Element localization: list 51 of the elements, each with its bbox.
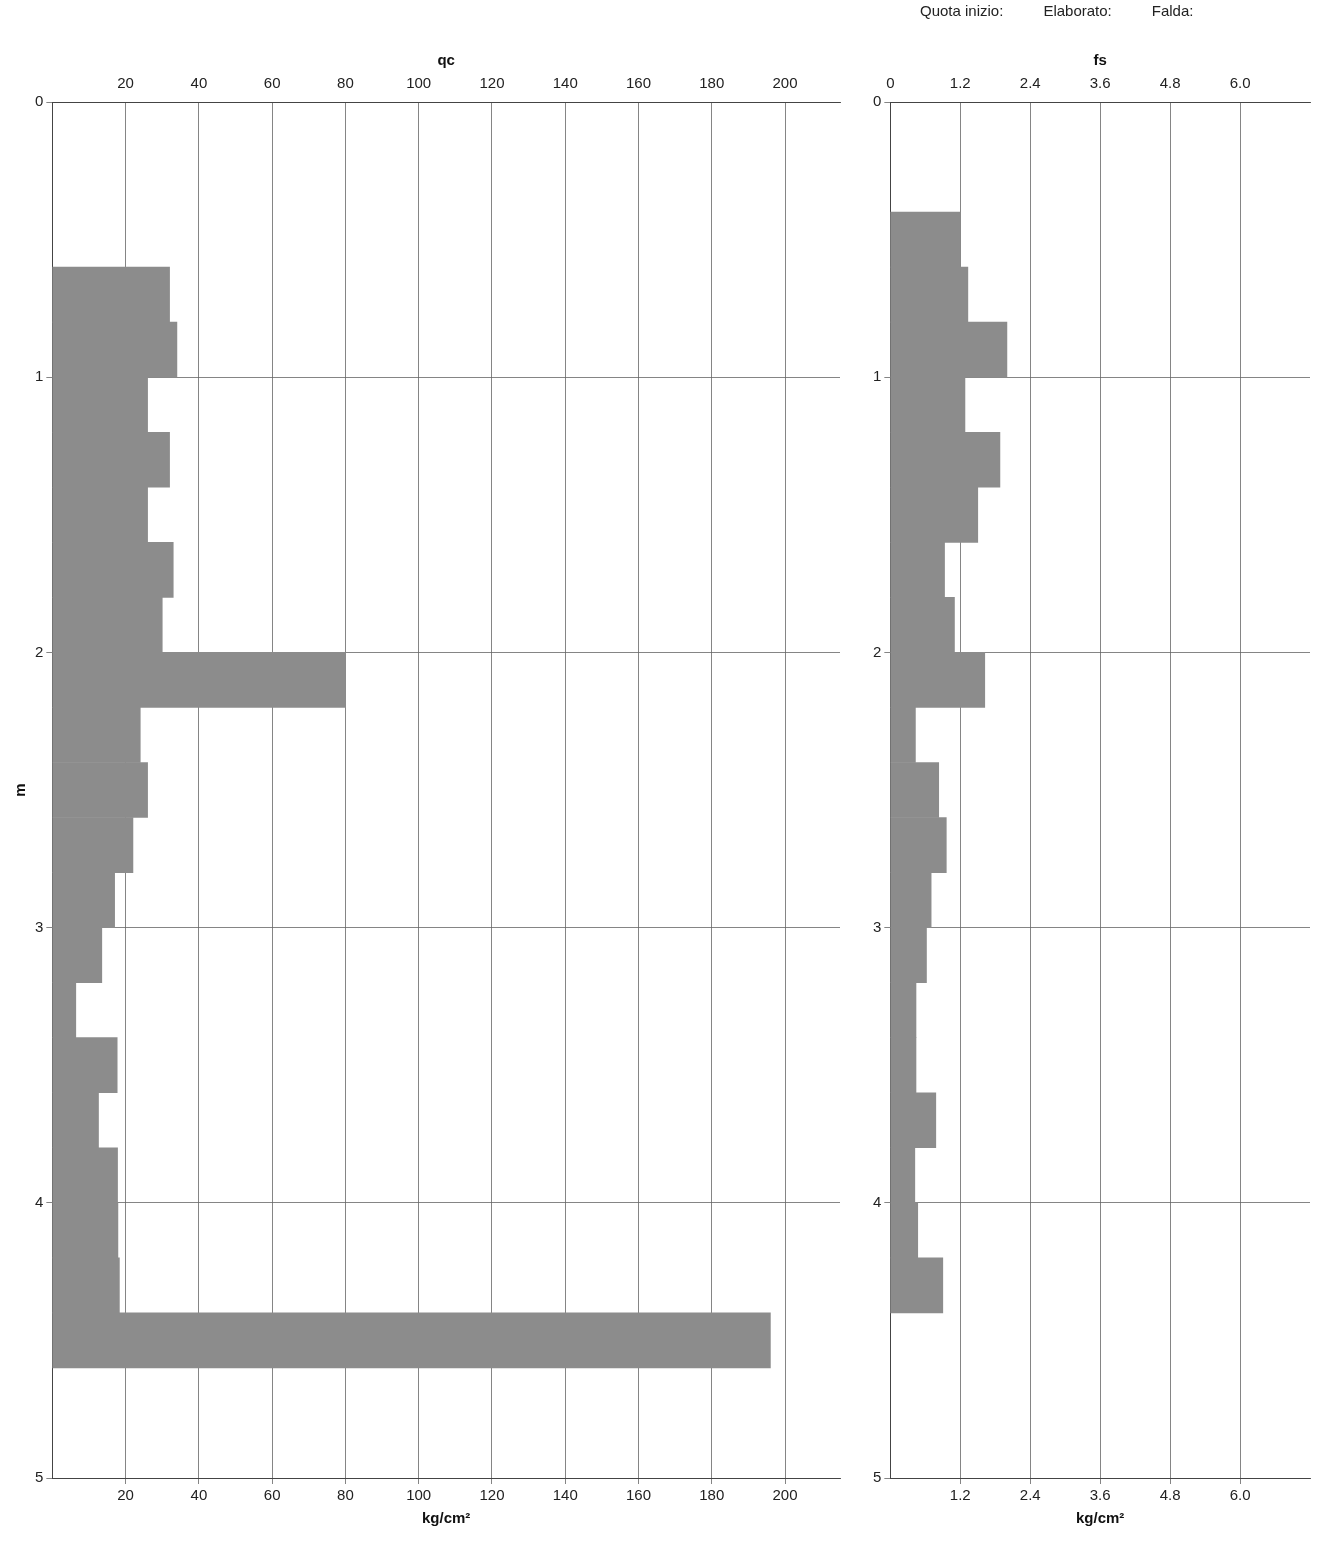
text: Falda: xyxy=(1151,2,1194,20)
x-tick-label: 200 xyxy=(772,1486,798,1504)
x2-tick-label: 40 xyxy=(190,74,208,92)
x2-tick-label: 120 xyxy=(479,74,505,92)
y-tick-label: 2 xyxy=(35,642,44,660)
x2-tick-label: 60 xyxy=(263,74,281,92)
x-tick-label: 20 xyxy=(117,1486,134,1504)
y-tick-label: 5 xyxy=(35,1468,44,1486)
x2-tick-label: 140 xyxy=(552,74,578,92)
x2-tick-label: 80 xyxy=(337,74,354,92)
x2-tick-label: 180 xyxy=(699,74,725,92)
x2-tick-label: 0 xyxy=(886,74,895,92)
x-tick-label: 3.6 xyxy=(1089,1486,1111,1504)
x-tick-label: 180 xyxy=(699,1486,725,1504)
x-axis-title: kg/cm² xyxy=(421,1509,471,1527)
text: Elaborato: xyxy=(1043,2,1112,20)
x2-tick-label: 1.2 xyxy=(949,74,971,92)
y-tick-label: 5 xyxy=(873,1468,882,1486)
x2-tick-label: 100 xyxy=(406,74,432,92)
y-tick-label: 1 xyxy=(873,367,882,385)
y-tick-label: 4 xyxy=(873,1192,882,1210)
x-tick-label: 1.2 xyxy=(949,1486,971,1504)
x-tick-label: 40 xyxy=(190,1486,208,1504)
x-tick-label: 80 xyxy=(337,1486,354,1504)
x-tick-label: 60 xyxy=(263,1486,281,1504)
text: Quota inizio: xyxy=(920,2,1004,20)
y-tick-label: 3 xyxy=(873,917,882,935)
y-tick-label: 2 xyxy=(873,642,882,660)
x2-tick-label: 4.8 xyxy=(1159,74,1181,92)
x2-tick-label: 6.0 xyxy=(1229,74,1251,92)
x2-tick-label: 2.4 xyxy=(1019,74,1041,92)
x2-tick-label: 20 xyxy=(117,74,134,92)
x2-axis-title: qc xyxy=(437,51,455,69)
y-tick-label: 4 xyxy=(35,1192,44,1210)
x-axis-title: kg/cm² xyxy=(1075,1509,1125,1527)
x-tick-label: 4.8 xyxy=(1159,1486,1181,1504)
x2-tick-label: 160 xyxy=(625,74,652,92)
x-tick-label: 100 xyxy=(406,1486,432,1504)
x-tick-label: 120 xyxy=(479,1486,505,1504)
x-tick-label: 2.4 xyxy=(1019,1486,1041,1504)
x2-tick-label: 200 xyxy=(772,74,798,92)
x2-axis-title: fs xyxy=(1093,51,1107,69)
x-tick-label: 140 xyxy=(552,1486,578,1504)
y-tick-label: 0 xyxy=(35,92,44,110)
y-axis-title: m xyxy=(11,783,29,797)
x2-tick-label: 3.6 xyxy=(1089,74,1111,92)
y-tick-label: 0 xyxy=(873,92,882,110)
y-tick-label: 3 xyxy=(35,917,44,935)
x-tick-label: 6.0 xyxy=(1229,1486,1251,1504)
y-tick-label: 1 xyxy=(35,367,44,385)
x-tick-label: 160 xyxy=(625,1486,652,1504)
